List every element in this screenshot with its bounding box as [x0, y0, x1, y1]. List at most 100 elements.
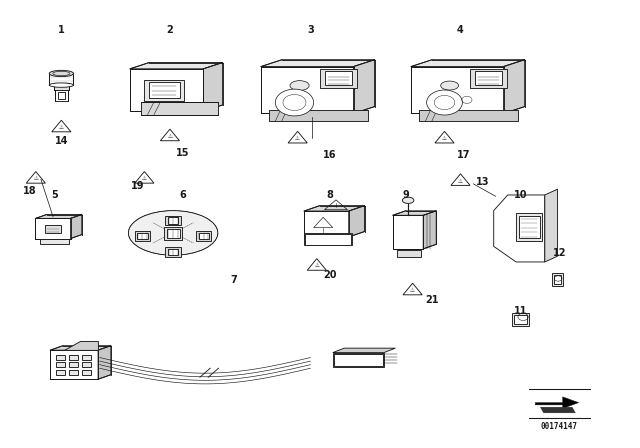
Polygon shape [35, 215, 82, 219]
Bar [320, 69, 357, 88]
Text: 00174147: 00174147 [541, 422, 578, 431]
Text: 5: 5 [52, 190, 58, 200]
Bar [168, 249, 178, 255]
Polygon shape [70, 215, 82, 238]
Ellipse shape [49, 70, 74, 77]
Polygon shape [411, 60, 525, 67]
Bar [55, 90, 68, 101]
Text: 12: 12 [553, 248, 566, 258]
Polygon shape [135, 172, 154, 183]
Bar [475, 71, 502, 85]
Ellipse shape [49, 83, 74, 87]
Text: ⚠: ⚠ [410, 288, 415, 293]
Polygon shape [304, 206, 365, 211]
Polygon shape [288, 131, 307, 143]
Polygon shape [504, 60, 525, 113]
Bar [269, 110, 368, 121]
Bar [304, 233, 352, 246]
Bar [554, 275, 561, 284]
Bar [69, 362, 78, 367]
Bar [141, 102, 218, 115]
Bar [145, 80, 184, 101]
Ellipse shape [441, 81, 459, 90]
Text: ⚠: ⚠ [142, 177, 147, 181]
Text: 1: 1 [58, 25, 65, 35]
Bar [419, 110, 518, 121]
Text: 11: 11 [515, 306, 528, 316]
Bar [333, 353, 384, 367]
Polygon shape [493, 195, 545, 262]
Text: 3: 3 [307, 25, 314, 35]
Text: 2: 2 [166, 25, 173, 35]
Bar [198, 233, 209, 239]
Polygon shape [393, 215, 424, 249]
Text: ⚠: ⚠ [33, 177, 38, 181]
Circle shape [275, 89, 314, 116]
Bar [69, 370, 78, 375]
Bar [56, 355, 65, 360]
Bar [552, 273, 563, 286]
Polygon shape [161, 129, 179, 141]
Polygon shape [130, 69, 204, 111]
Bar [166, 215, 180, 225]
Bar [514, 315, 527, 324]
Text: 7: 7 [230, 275, 237, 285]
Text: 15: 15 [176, 147, 189, 158]
Bar [54, 83, 69, 90]
Circle shape [427, 90, 463, 115]
Polygon shape [307, 258, 326, 270]
Bar [305, 234, 351, 245]
Polygon shape [261, 60, 374, 67]
Text: 21: 21 [425, 295, 438, 305]
Bar [82, 362, 91, 367]
Bar [149, 82, 179, 98]
Polygon shape [261, 67, 353, 113]
Polygon shape [424, 211, 436, 249]
Ellipse shape [290, 81, 309, 90]
Text: 8: 8 [326, 190, 333, 200]
Bar [167, 229, 179, 238]
Polygon shape [435, 131, 454, 143]
Polygon shape [540, 407, 575, 413]
Bar [196, 231, 211, 241]
Text: ⚠: ⚠ [168, 134, 172, 139]
Text: ⚠: ⚠ [314, 263, 319, 268]
Text: 20: 20 [323, 270, 337, 280]
Polygon shape [304, 211, 349, 237]
Bar [56, 362, 65, 367]
Polygon shape [349, 206, 365, 237]
Bar [56, 370, 65, 375]
Text: 10: 10 [515, 190, 528, 200]
Polygon shape [50, 346, 111, 350]
Polygon shape [393, 211, 436, 215]
Bar [516, 213, 541, 241]
Text: 13: 13 [476, 177, 490, 186]
Bar [511, 313, 529, 326]
Bar [325, 71, 352, 85]
Polygon shape [353, 60, 374, 113]
Text: 18: 18 [22, 185, 36, 195]
Bar [49, 73, 74, 85]
Text: 16: 16 [323, 150, 337, 160]
Text: ⚠: ⚠ [458, 179, 463, 184]
Text: ⚠: ⚠ [442, 136, 447, 141]
Text: 6: 6 [179, 190, 186, 200]
Bar [470, 69, 507, 88]
Polygon shape [65, 341, 99, 350]
Polygon shape [52, 120, 71, 132]
Polygon shape [451, 174, 470, 185]
Polygon shape [130, 63, 223, 69]
Polygon shape [50, 350, 98, 379]
Polygon shape [545, 189, 557, 262]
Polygon shape [98, 346, 111, 379]
Text: 9: 9 [403, 190, 410, 200]
Polygon shape [26, 172, 45, 183]
Bar [334, 353, 383, 366]
Text: 4: 4 [457, 25, 464, 35]
Bar [164, 227, 182, 240]
Text: ⚠: ⚠ [295, 136, 300, 141]
Polygon shape [403, 283, 422, 295]
Bar [138, 233, 148, 239]
Ellipse shape [129, 211, 218, 255]
Polygon shape [204, 63, 223, 111]
